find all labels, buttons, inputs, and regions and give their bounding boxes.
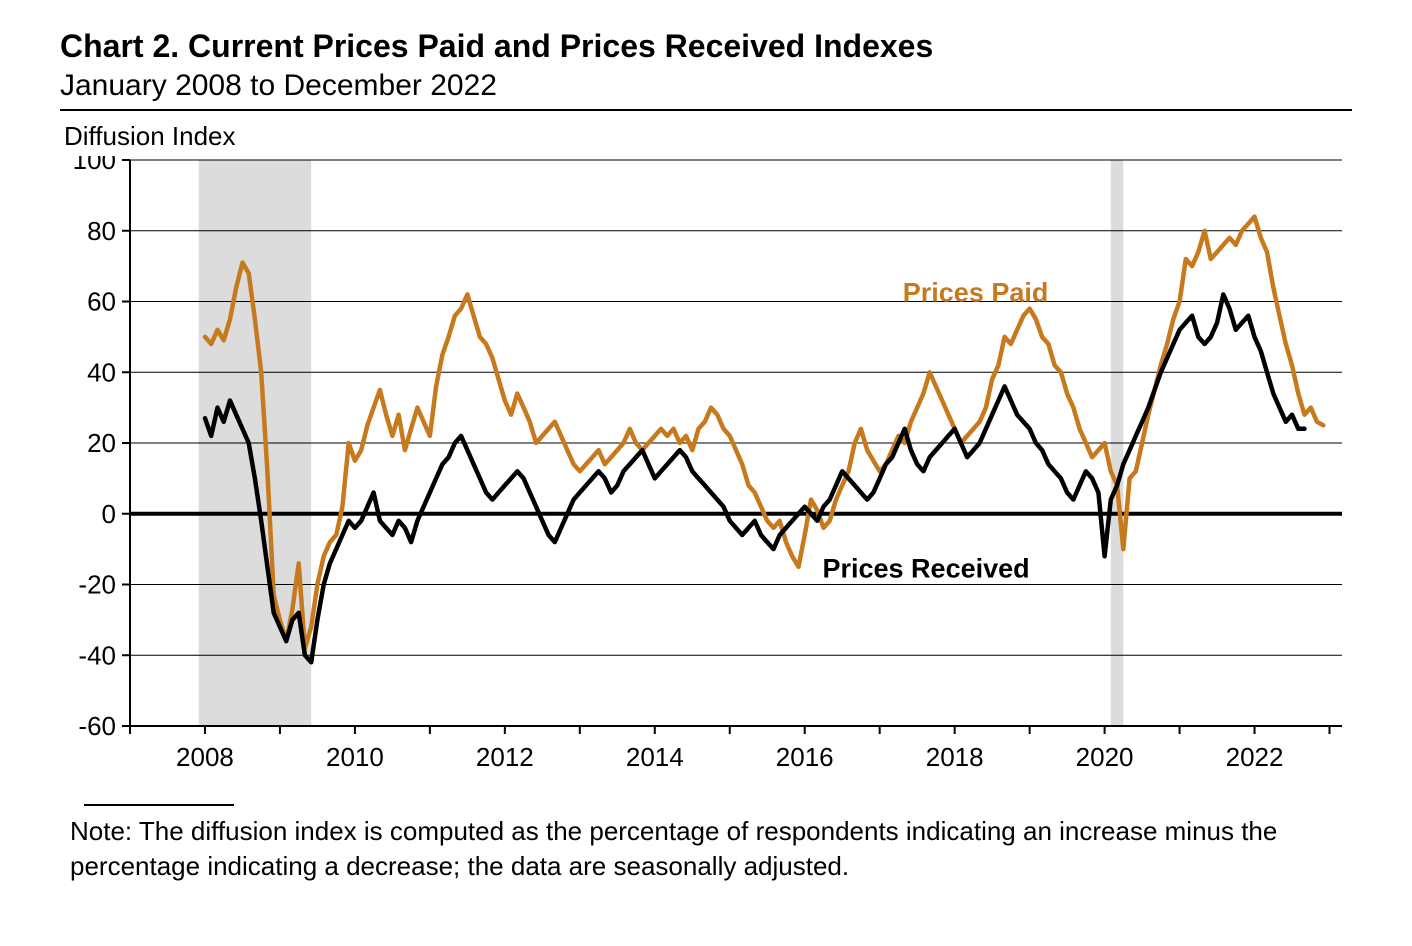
x-tick-label: 2010: [326, 742, 384, 772]
chart-plot: 2008 2010 2012 2014 2016 2018 2020 2022 -60 -40 -2…: [60, 156, 1352, 796]
title-rule: [60, 109, 1352, 111]
series-label: Prices Received: [822, 553, 1029, 583]
y-tick-label: -60: [78, 711, 116, 741]
y-tick-label: 100: [73, 156, 116, 175]
chart-container: Chart 2. Current Prices Paid and Prices …: [0, 0, 1412, 946]
y-tick-label: -40: [78, 640, 116, 670]
note-rule: [84, 804, 234, 806]
x-tick-label: 2008: [176, 742, 234, 772]
y-tick-label: -20: [78, 570, 116, 600]
chart-note: Note: The diffusion index is computed as…: [70, 814, 1330, 884]
y-tick-label: 80: [87, 216, 116, 246]
x-tick-label: 2014: [626, 742, 684, 772]
x-tick-label: 2018: [926, 742, 984, 772]
y-tick-label: 20: [87, 428, 116, 458]
x-tick-label: 2016: [776, 742, 834, 772]
y-axis-label: Diffusion Index: [64, 121, 1352, 152]
x-tick-label: 2012: [476, 742, 534, 772]
x-tick-label: 2020: [1076, 742, 1134, 772]
chart-svg: 2008 2010 2012 2014 2016 2018 2020 2022 -60 -40 -2…: [60, 156, 1350, 776]
y-tick-label: 40: [87, 357, 116, 387]
y-tick-label: 0: [102, 499, 116, 529]
chart-title: Chart 2. Current Prices Paid and Prices …: [60, 28, 1352, 65]
y-tick-label: 60: [87, 287, 116, 317]
series-label: Prices Paid: [903, 278, 1049, 308]
chart-subtitle: January 2008 to December 2022: [60, 69, 1352, 103]
x-tick-label: 2022: [1226, 742, 1284, 772]
